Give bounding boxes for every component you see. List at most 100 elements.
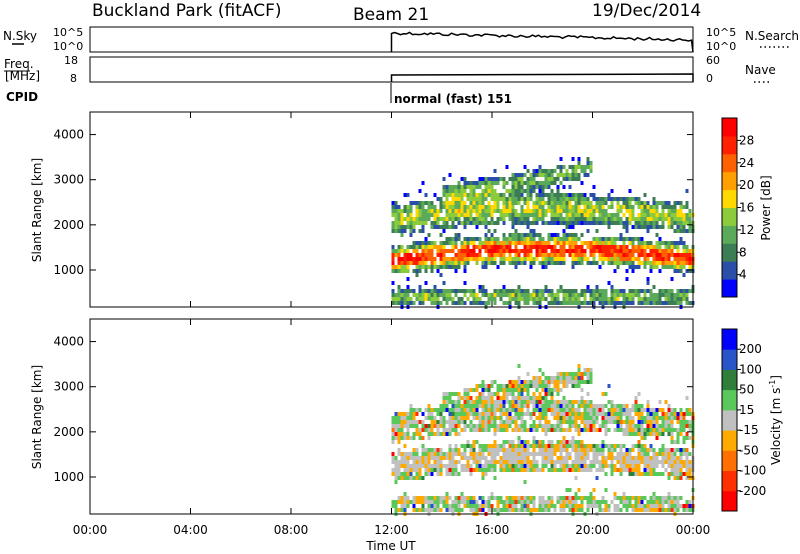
heatmap-cell <box>517 440 521 444</box>
heatmap-cell <box>406 249 410 253</box>
heatmap-cell <box>478 297 482 301</box>
heatmap-cell <box>529 233 533 237</box>
heatmap-cell <box>532 456 536 460</box>
heatmap-cell <box>568 424 572 428</box>
heatmap-cell <box>571 448 575 452</box>
heatmap-cell <box>571 464 575 468</box>
heatmap-cell <box>511 444 515 448</box>
heatmap-cell <box>559 504 563 508</box>
heatmap-cell <box>487 444 491 448</box>
heatmap-cell <box>478 412 482 416</box>
heatmap-cell <box>673 456 677 460</box>
heatmap-cell <box>517 452 521 456</box>
heatmap-cell <box>640 496 644 500</box>
heatmap-cell <box>520 444 524 448</box>
heatmap-cell <box>523 209 527 213</box>
heatmap-cell <box>457 189 461 193</box>
heatmap-cell <box>436 452 440 456</box>
heatmap-cell <box>544 285 548 289</box>
heatmap-cell <box>640 201 644 205</box>
heatmap-cell <box>433 289 437 293</box>
heatmap-cell <box>592 424 596 428</box>
heatmap-cell <box>592 456 596 460</box>
heatmap-cell <box>493 412 497 416</box>
heatmap-cell <box>529 508 533 512</box>
heatmap-cell <box>439 508 443 512</box>
heatmap-cell <box>601 448 605 452</box>
heatmap-cell <box>658 301 662 305</box>
heatmap-cell <box>457 412 461 416</box>
heatmap-cell <box>562 165 566 169</box>
heatmap-cell <box>451 408 455 412</box>
heatmap-cell <box>457 213 461 217</box>
heatmap-cell <box>544 380 548 384</box>
heatmap-cell <box>514 253 518 257</box>
heatmap-cell <box>640 504 644 508</box>
heatmap-cell <box>403 452 407 456</box>
heatmap-cell <box>649 245 653 249</box>
heatmap-cell <box>439 448 443 452</box>
heatmap-cell <box>484 448 488 452</box>
heatmap-cell <box>601 257 605 261</box>
heatmap-cell <box>493 428 497 432</box>
heatmap-cell <box>538 396 542 400</box>
heatmap-cell <box>484 396 488 400</box>
heatmap-cell <box>490 400 494 404</box>
heatmap-cell <box>466 197 470 201</box>
heatmap-cell <box>634 464 638 468</box>
heatmap-cell <box>526 301 530 305</box>
heatmap-cell <box>592 209 596 213</box>
freq-tick-bottom: 8 <box>70 72 77 85</box>
heatmap-cell <box>586 209 590 213</box>
heatmap-cell <box>511 181 515 185</box>
heatmap-cell <box>631 209 635 213</box>
heatmap-cell <box>520 384 524 388</box>
heatmap-cell <box>508 237 512 241</box>
heatmap-cell <box>613 504 617 508</box>
heatmap-cell <box>616 444 620 448</box>
heatmap-cell <box>556 165 560 169</box>
heatmap-cell <box>544 253 548 257</box>
heatmap-cell <box>625 253 629 257</box>
heatmap-cell <box>637 245 641 249</box>
heatmap-cell <box>571 261 575 265</box>
heatmap-cell <box>526 293 530 297</box>
heatmap-cell <box>496 500 500 504</box>
heatmap-cell <box>451 392 455 396</box>
heatmap-cell <box>688 500 692 504</box>
heatmap-cell <box>607 384 611 388</box>
heatmap-cell <box>436 217 440 221</box>
heatmap-cell <box>406 432 410 436</box>
heatmap-cell <box>493 440 497 444</box>
heatmap-cell <box>424 452 428 456</box>
heatmap-cell <box>550 189 554 193</box>
heatmap-cell <box>634 400 638 404</box>
heatmap-cell <box>631 464 635 468</box>
heatmap-cell <box>592 428 596 432</box>
heatmap-cell <box>658 289 662 293</box>
xtick-label: 00:00 <box>676 523 711 537</box>
heatmap-cell <box>421 412 425 416</box>
heatmap-cell <box>679 432 683 436</box>
heatmap-cell <box>529 237 533 241</box>
heatmap-cell <box>445 209 449 213</box>
heatmap-cell <box>427 213 431 217</box>
heatmap-cell <box>454 508 458 512</box>
heatmap-cell <box>547 428 551 432</box>
heatmap-cell <box>538 213 542 217</box>
heatmap-cell <box>676 428 680 432</box>
heatmap-cell <box>616 237 620 241</box>
heatmap-cell <box>631 197 635 201</box>
heatmap-cell <box>496 408 500 412</box>
heatmap-cell <box>469 396 473 400</box>
heatmap-cell <box>415 201 419 205</box>
heatmap-cell <box>499 456 503 460</box>
heatmap-cell <box>409 436 413 440</box>
heatmap-cell <box>463 269 467 273</box>
heatmap-cell <box>628 197 632 201</box>
heatmap-cell <box>532 201 536 205</box>
heatmap-cell <box>469 185 473 189</box>
heatmap-cell <box>652 253 656 257</box>
heatmap-cell <box>610 420 614 424</box>
heatmap-cell <box>550 396 554 400</box>
